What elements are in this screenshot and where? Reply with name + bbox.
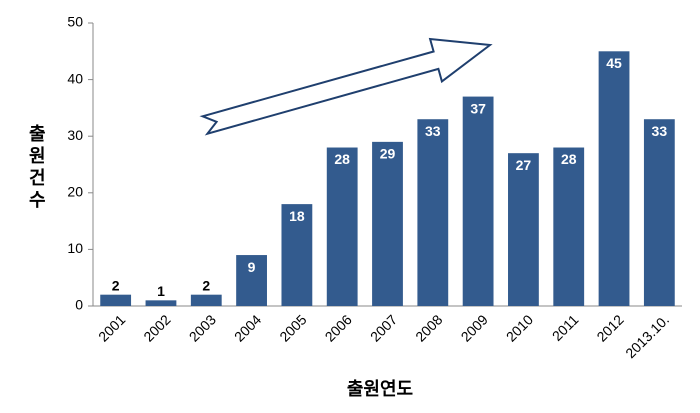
x-tick-label: 2004: [231, 311, 264, 344]
x-tick-label: 2001: [95, 311, 128, 344]
bar: [100, 294, 132, 306]
bar: [553, 147, 585, 306]
x-tick-label: 2008: [412, 311, 445, 344]
data-label: 2: [202, 277, 210, 293]
data-label: 2: [112, 277, 120, 293]
x-tick-label: 2010: [503, 311, 536, 344]
x-tick-label: 2013.10.: [622, 311, 672, 361]
y-tick-label: 0: [75, 297, 83, 313]
data-label: 1: [157, 283, 165, 299]
bar: [145, 300, 177, 306]
data-label: 28: [334, 151, 350, 167]
bar: [643, 119, 675, 306]
y-tick-label: 30: [67, 127, 83, 143]
bar: [598, 51, 630, 306]
y-tick-label: 50: [67, 14, 83, 30]
x-tick-label: 2011: [549, 311, 582, 344]
bar: [326, 147, 358, 306]
data-label: 28: [561, 151, 577, 167]
y-tick-label: 40: [67, 70, 83, 86]
y-axis-label: 출원건수: [26, 124, 46, 212]
x-tick-label: 2002: [140, 311, 173, 344]
x-tick-label: 2009: [458, 311, 491, 344]
y-tick-label: 20: [67, 184, 83, 200]
x-tick-label: 2012: [593, 311, 626, 344]
data-label: 33: [425, 123, 441, 139]
x-tick-label: 2003: [186, 311, 219, 344]
trend-arrow: [199, 37, 493, 136]
bar: [462, 96, 494, 306]
x-tick-label: 2006: [322, 311, 355, 344]
bar: [508, 153, 539, 306]
x-tick-label: 2007: [367, 311, 400, 344]
x-axis-label: 출원연도: [347, 379, 413, 399]
bar: [281, 204, 313, 306]
bar: [372, 141, 403, 306]
bar: [236, 255, 267, 306]
data-label: 45: [606, 55, 622, 71]
y-tick-label: 10: [67, 240, 83, 256]
data-label: 18: [289, 208, 305, 224]
x-tick-label: 2005: [276, 311, 309, 344]
data-label: 29: [380, 146, 396, 162]
data-label: 27: [516, 157, 532, 173]
data-label: 33: [652, 123, 668, 139]
data-label: 9: [248, 259, 256, 275]
bar: [190, 294, 222, 306]
data-label: 37: [470, 100, 486, 116]
bar: [417, 119, 449, 306]
